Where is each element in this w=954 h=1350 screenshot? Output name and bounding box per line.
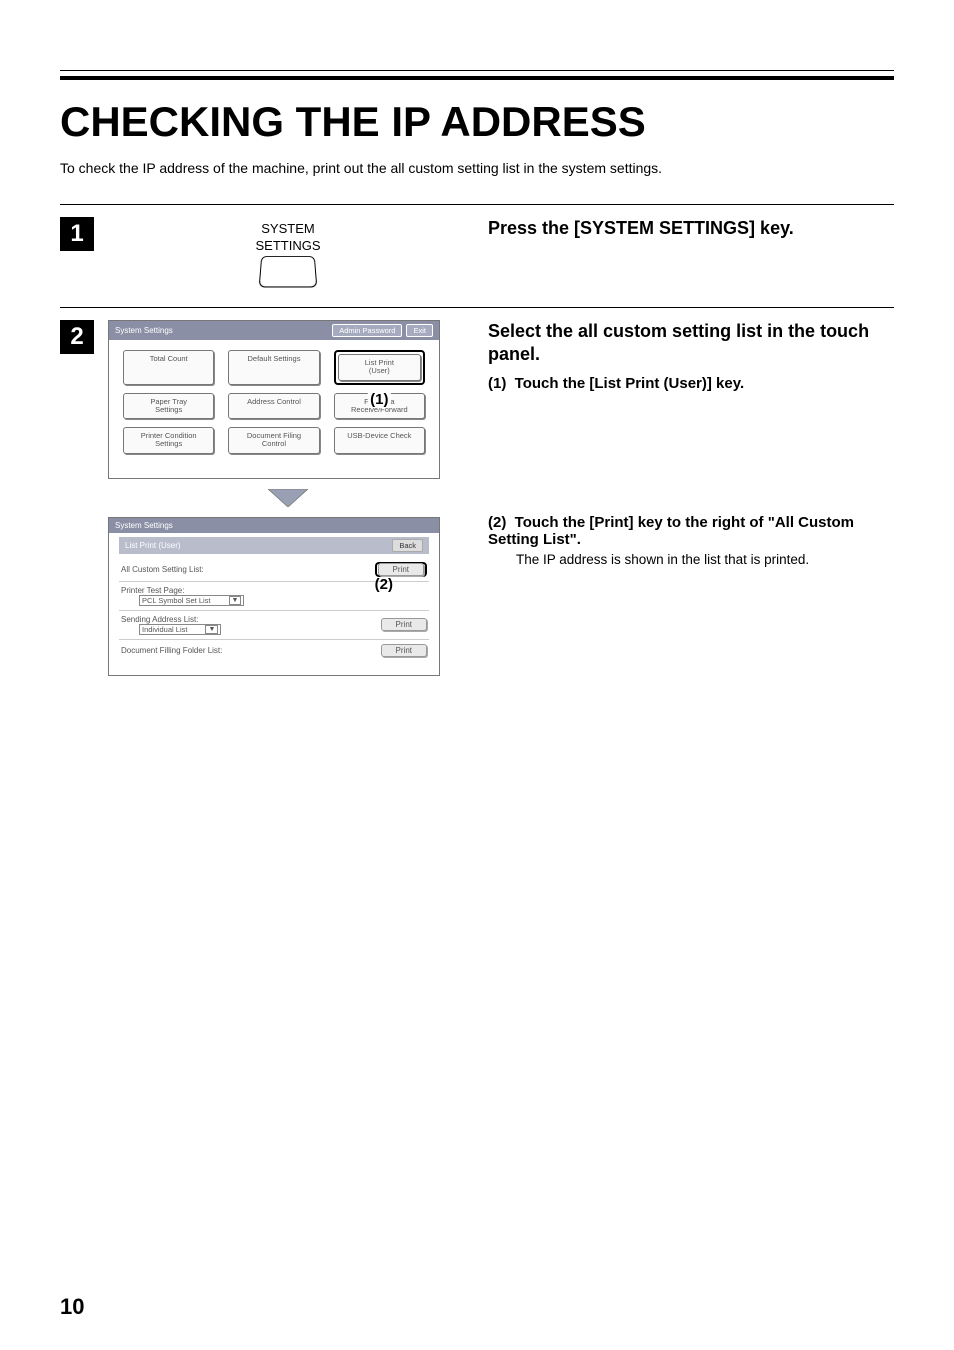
step-2: 2 System Settings Admin Password Exit To…: [60, 307, 894, 676]
panel2-header: System Settings: [109, 518, 439, 533]
document-filing-button[interactable]: Document Filing Control: [228, 427, 319, 454]
print-button-sending-address[interactable]: Print: [381, 618, 427, 631]
system-key-label-2: SETTINGS: [108, 238, 468, 253]
step-2-sub2: (2) Touch the [Print] key to the right o…: [488, 514, 894, 548]
chevron-down-icon: ▼: [205, 625, 218, 634]
row3-dd-value: Individual List: [142, 625, 187, 634]
printer-test-dropdown[interactable]: PCL Symbol Set List ▼: [139, 595, 244, 606]
list-print-highlight: List Print (User): [334, 350, 425, 385]
panel1-header-text: System Settings: [115, 326, 173, 335]
step-1-title: Press the [SYSTEM SETTINGS] key.: [488, 217, 894, 240]
panel2-body: List Print (User) Back All Custom Settin…: [109, 533, 439, 675]
total-count-button[interactable]: Total Count: [123, 350, 214, 385]
step-number-box: 1: [60, 217, 94, 251]
print-button-document-filling[interactable]: Print: [381, 644, 427, 657]
step-2-sub2-text: The IP address is shown in the list that…: [516, 552, 894, 567]
paper-tray-button[interactable]: Paper Tray Settings: [123, 393, 214, 420]
default-settings-button[interactable]: Default Settings: [228, 350, 319, 385]
callout-1: (1): [368, 391, 390, 408]
panel1-body: Total Count Default Settings List Print …: [109, 340, 439, 478]
step-number-box-2: 2: [60, 320, 94, 354]
step-1-right: Press the [SYSTEM SETTINGS] key.: [468, 217, 894, 287]
system-settings-key: SYSTEM SETTINGS: [108, 221, 468, 287]
print-button-highlight: Print: [375, 562, 427, 577]
printer-condition-button[interactable]: Printer Condition Settings: [123, 427, 214, 454]
panel-system-settings: System Settings Admin Password Exit Tota…: [108, 320, 440, 479]
callout-2: (2): [375, 576, 393, 593]
step-1-left: SYSTEM SETTINGS: [108, 217, 468, 287]
hardware-key-icon: [259, 256, 318, 288]
step-2-right: Select the all custom setting list in th…: [468, 320, 894, 676]
row3-label: Sending Address List:: [121, 615, 198, 624]
row1-label: All Custom Setting List:: [121, 565, 204, 574]
system-key-label-1: SYSTEM: [108, 221, 468, 236]
address-control-button[interactable]: Address Control: [228, 393, 319, 420]
step-2-left: System Settings Admin Password Exit Tota…: [108, 320, 468, 676]
step-2-title: Select the all custom setting list in th…: [488, 320, 894, 367]
admin-password-button[interactable]: Admin Password: [332, 324, 402, 337]
row4-label: Document Filling Folder List:: [121, 646, 222, 655]
arrow-down-icon: [108, 489, 468, 507]
panel2-header-text: System Settings: [115, 521, 173, 530]
panel-list-print: System Settings List Print (User) Back A…: [108, 517, 440, 676]
row-document-filling: Document Filling Folder List: Print: [119, 640, 429, 661]
row-printer-test: Printer Test Page: PCL Symbol Set List ▼…: [119, 582, 429, 611]
intro-text: To check the IP address of the machine, …: [60, 160, 894, 176]
panel2-subheader: List Print (User) Back: [119, 537, 429, 554]
chevron-down-icon: ▼: [229, 596, 242, 605]
page-number: 10: [60, 1294, 84, 1320]
exit-button[interactable]: Exit: [406, 324, 433, 337]
usb-device-check-button[interactable]: USB-Device Check: [334, 427, 425, 454]
panel2-subheader-text: List Print (User): [125, 541, 181, 550]
step-1: 1 SYSTEM SETTINGS Press the [SYSTEM SETT…: [60, 204, 894, 287]
back-button[interactable]: Back: [392, 539, 423, 552]
page-heading: CHECKING THE IP ADDRESS: [60, 98, 894, 146]
step-2-sub1: (1) Touch the [List Print (User)] key.: [488, 375, 894, 392]
sending-address-dropdown[interactable]: Individual List ▼: [139, 624, 221, 635]
row2-label: Printer Test Page:: [121, 586, 184, 595]
print-button-all-custom[interactable]: Print: [378, 563, 424, 576]
list-print-user-button[interactable]: List Print (User): [338, 354, 421, 381]
row2-dd-value: PCL Symbol Set List: [142, 596, 211, 605]
panel1-header: System Settings Admin Password Exit: [109, 321, 439, 340]
row-sending-address: Sending Address List: Individual List ▼ …: [119, 611, 429, 640]
top-rule: [60, 70, 894, 80]
